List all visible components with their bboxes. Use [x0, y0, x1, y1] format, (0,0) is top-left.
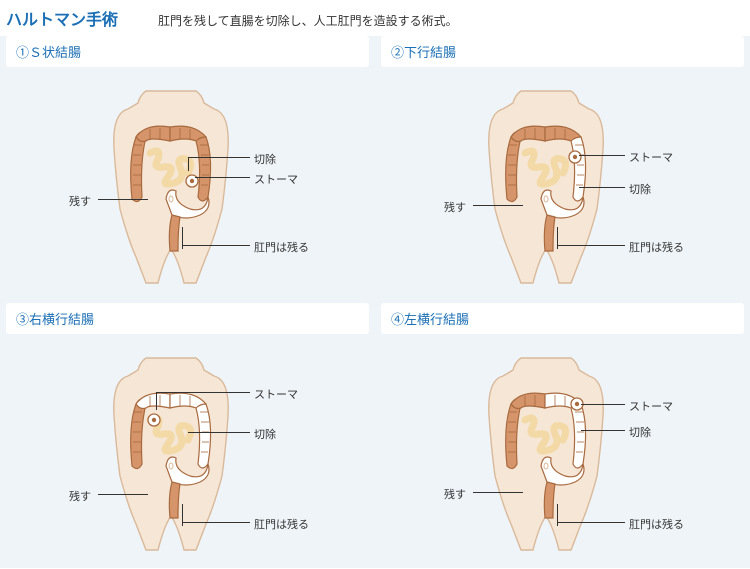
leader-line	[579, 155, 625, 156]
leader-line	[195, 177, 250, 178]
panel-body: ストーマ切除残す肛門は残る	[381, 71, 744, 291]
panel-title: ②下行結腸	[381, 36, 744, 67]
anatomy-label-resect: 切除	[629, 424, 651, 440]
page-title: ハルトマン手術	[6, 6, 118, 30]
leader-line	[557, 504, 558, 526]
panel-body: ストーマ切除残す肛門は残る	[381, 338, 744, 558]
leader-line	[182, 504, 183, 526]
anatomy-label-resect: 切除	[254, 426, 276, 442]
leader-line	[182, 245, 250, 246]
anatomy-label-stoma: ストーマ	[629, 398, 673, 414]
leader-line	[182, 522, 250, 523]
anatomy-label-stoma: ストーマ	[254, 386, 298, 402]
leader-line	[581, 430, 625, 431]
anatomy-label-retain: 残す	[444, 199, 466, 215]
anatomy-label-retain: 残す	[69, 193, 91, 209]
leader-line	[557, 245, 625, 246]
panel-p3: ③右横行結腸 ストーマ切除残す肛門は残る	[6, 303, 369, 558]
panel-title: ④左横行結腸	[381, 303, 744, 334]
leader-line	[98, 494, 148, 495]
anatomy-label-stoma: ストーマ	[629, 149, 673, 165]
page-description: 肛門を残して直腸を切除し、人工肛門を造設する術式。	[158, 12, 458, 29]
panel-p4: ④左横行結腸 ストーマ切除残す肛門は残る	[381, 303, 744, 558]
anatomy-label-anus: 肛門は残る	[254, 516, 309, 532]
leader-line	[98, 199, 148, 200]
leader-line	[182, 227, 183, 249]
leader-line	[188, 432, 250, 433]
leader-line	[473, 205, 523, 206]
panel-title: ①Ｓ状結腸	[6, 36, 369, 67]
leader-line	[581, 404, 625, 405]
anatomy-diagram	[106, 89, 236, 285]
panel-p1: ①Ｓ状結腸 切除ストーマ残す肛門は残る	[6, 36, 369, 291]
leader-line	[579, 187, 625, 188]
leader-line	[473, 492, 523, 493]
leader-line	[156, 392, 157, 410]
anatomy-label-stoma: ストーマ	[254, 171, 298, 187]
panel-p2: ②下行結腸 ストーマ切除残す肛門は残る	[381, 36, 744, 291]
leader-line	[156, 392, 250, 393]
panel-grid: ①Ｓ状結腸 切除ストーマ残す肛門は残る ②下行結腸	[0, 36, 750, 568]
panel-title: ③右横行結腸	[6, 303, 369, 334]
anatomy-label-resect: 切除	[629, 181, 651, 197]
leader-line	[557, 227, 558, 249]
panel-body: 切除ストーマ残す肛門は残る	[6, 71, 369, 291]
anatomy-label-retain: 残す	[444, 486, 466, 502]
leader-line	[188, 157, 189, 171]
leader-line	[188, 157, 250, 158]
header: ハルトマン手術 肛門を残して直腸を切除し、人工肛門を造設する術式。	[0, 0, 750, 36]
anatomy-label-retain: 残す	[69, 488, 91, 504]
anatomy-label-resect: 切除	[254, 151, 276, 167]
anatomy-label-anus: 肛門は残る	[629, 239, 684, 255]
anatomy-label-anus: 肛門は残る	[629, 516, 684, 532]
anatomy-label-anus: 肛門は残る	[254, 239, 309, 255]
panel-body: ストーマ切除残す肛門は残る	[6, 338, 369, 558]
leader-line	[557, 522, 625, 523]
